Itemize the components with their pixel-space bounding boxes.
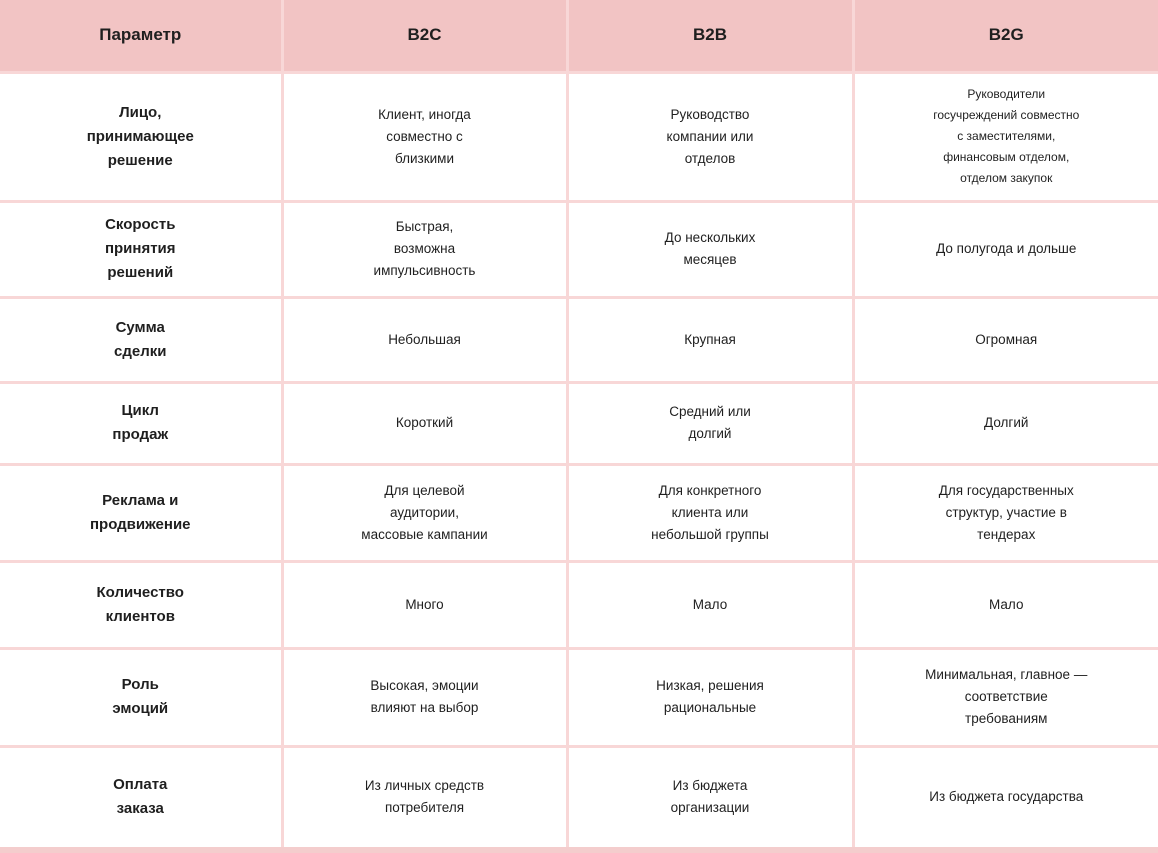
param-cell: Количество клиентов [0,559,284,650]
param-cell: Лицо, принимающее решение [0,70,284,203]
table-row: Цикл продаж Короткий Средний или долгий … [0,380,1158,466]
b2g-cell: Руководители госучреждений совместно с з… [851,70,1158,203]
table-row: Количество клиентов Много Мало Мало [0,559,1158,650]
b2b-cell: Для конкретного клиента или небольшой гр… [565,462,855,563]
param-cell: Сумма сделки [0,295,284,384]
header-cell-b2b: B2B [565,0,855,74]
b2c-cell: Много [280,559,569,650]
header-row: Параметр B2C B2B B2G [0,0,1158,74]
table-row: Лицо, принимающее решение Клиент, иногда… [0,70,1158,203]
table-row: Оплата заказа Из личных средств потребит… [0,744,1158,847]
b2c-cell: Клиент, иногда совместно с близкими [280,70,569,203]
b2c-cell: Из личных средств потребителя [280,744,569,847]
b2b-cell: Руководство компании или отделов [565,70,855,203]
b2b-cell: Из бюджета организации [565,744,855,847]
param-cell: Цикл продаж [0,380,284,466]
b2c-cell: Короткий [280,380,569,466]
b2c-cell: Быстрая, возможна импульсивность [280,199,569,299]
b2g-cell: До полугода и дольше [851,199,1158,299]
table-row: Реклама и продвижение Для целевой аудито… [0,462,1158,563]
b2g-cell: Мало [851,559,1158,650]
param-cell: Оплата заказа [0,744,284,847]
b2c-cell: Для целевой аудитории, массовые кампании [280,462,569,563]
b2c-cell: Высокая, эмоции влияют на выбор [280,646,569,748]
b2g-cell: Для государственных структур, участие в … [851,462,1158,563]
table-row: Скорость принятия решений Быстрая, возмо… [0,199,1158,299]
header-cell-parameter: Параметр [0,0,284,74]
b2g-cell: Огромная [851,295,1158,384]
param-cell: Реклама и продвижение [0,462,284,563]
param-cell: Скорость принятия решений [0,199,284,299]
header-cell-b2g: B2G [851,0,1158,74]
b2g-cell: Из бюджета государства [851,744,1158,847]
b2b-cell: Средний или долгий [565,380,855,466]
b2g-cell: Минимальная, главное — соответствие треб… [851,646,1158,748]
bottom-strip [0,847,1158,853]
b2b-cell: Крупная [565,295,855,384]
b2g-cell: Долгий [851,380,1158,466]
table-row: Сумма сделки Небольшая Крупная Огромная [0,295,1158,384]
b2b-cell: Мало [565,559,855,650]
b2b-cell: До нескольких месяцев [565,199,855,299]
b2b-cell: Низкая, решения рациональные [565,646,855,748]
table-row: Роль эмоций Высокая, эмоции влияют на вы… [0,646,1158,748]
param-cell: Роль эмоций [0,646,284,748]
b2c-cell: Небольшая [280,295,569,384]
header-cell-b2c: B2C [280,0,569,74]
